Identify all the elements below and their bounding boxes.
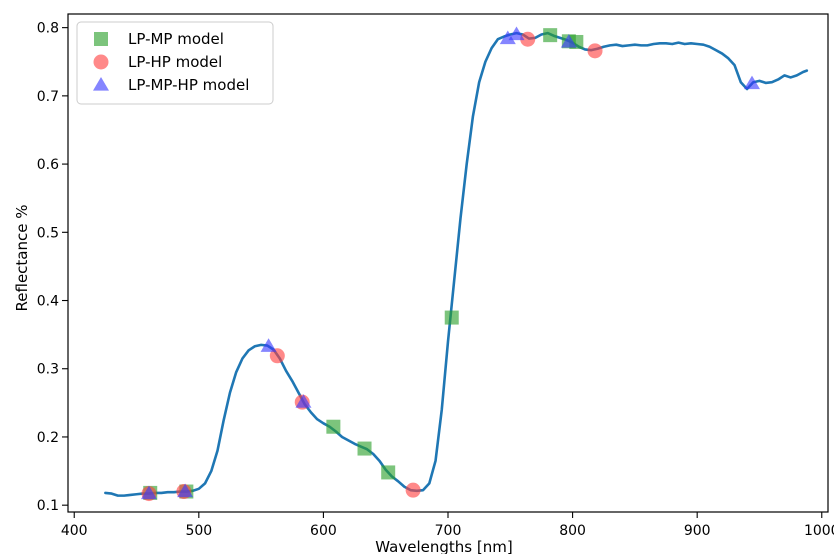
series-triangle-group	[140, 26, 760, 500]
x-tick-label: 500	[185, 523, 212, 539]
y-tick-label: 0.6	[37, 157, 59, 173]
legend-square-marker	[94, 32, 108, 46]
series-triangle-point	[744, 75, 760, 90]
y-tick-label: 0.8	[37, 21, 59, 37]
y-tick-label: 0.4	[37, 294, 59, 310]
series-square-point	[381, 465, 396, 480]
series-triangle-point	[140, 485, 157, 500]
series-triangle-point	[499, 30, 516, 45]
x-tick-label: 900	[684, 523, 711, 539]
y-axis-label: Reflectance %	[13, 205, 31, 312]
series-circle-point	[520, 31, 536, 47]
legend-triangle-marker	[93, 77, 109, 91]
x-tick-label: 800	[559, 523, 586, 539]
y-tick-label: 0.2	[37, 430, 59, 446]
series-square-point	[444, 310, 459, 325]
plot-area	[67, 13, 829, 513]
series-circle-point	[587, 43, 603, 59]
x-tick-label: 700	[435, 523, 462, 539]
series-triangle-point	[177, 483, 194, 498]
y-tick-label: 0.5	[37, 225, 59, 241]
y-tick-label: 0.1	[37, 498, 59, 514]
legend-entry-label: LP-MP model	[128, 30, 224, 48]
x-tick-label: 600	[310, 523, 337, 539]
series-triangle-point	[260, 338, 277, 352]
legend: LP-MP model LP-HP model LP-MP-HP model	[76, 21, 274, 105]
series-square-point	[326, 419, 341, 434]
series-square-point	[543, 28, 558, 43]
series-circle-point	[269, 348, 285, 364]
series-triangle-point	[560, 33, 577, 48]
y-tick-label: 0.7	[37, 89, 59, 105]
reflectance-curve	[104, 31, 809, 497]
x-tick-label: 400	[61, 523, 88, 539]
legend-circle-marker	[93, 54, 109, 70]
legend-entry-label: LP-HP model	[128, 53, 222, 71]
series-triangle-point	[295, 394, 312, 408]
y-tick-label: 0.3	[37, 362, 59, 378]
x-axis-label: Wavelengths [nm]	[375, 538, 512, 554]
series-square-point	[357, 441, 372, 456]
legend-entry-label: LP-MP-HP model	[128, 76, 249, 94]
series-circle-point	[405, 482, 421, 498]
series-triangle-point	[508, 26, 525, 41]
legend-box	[76, 21, 274, 105]
